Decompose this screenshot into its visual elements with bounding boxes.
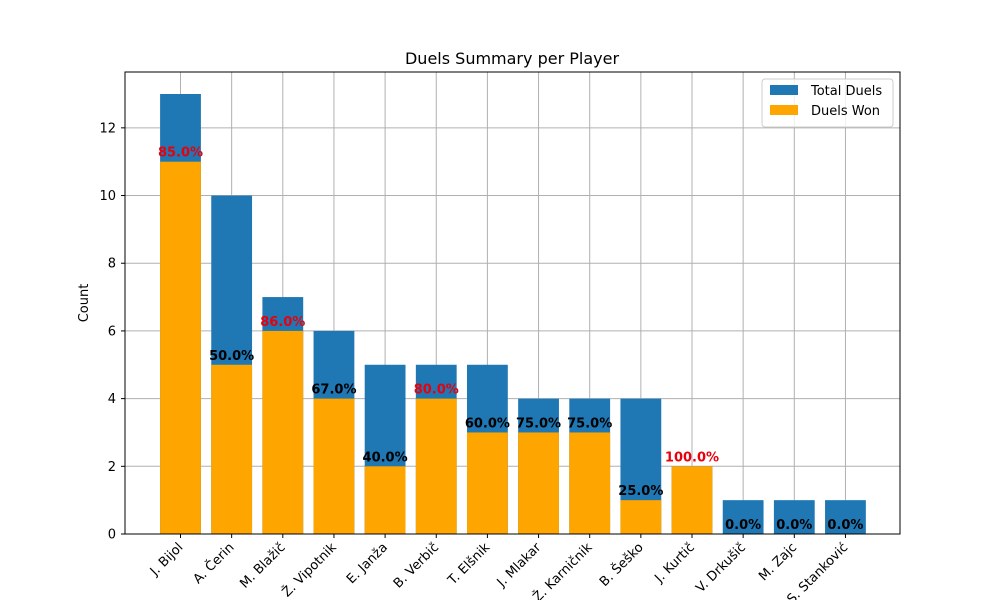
x-tick-label: J. Mlakar xyxy=(494,540,545,591)
legend-label-total: Total Duels xyxy=(810,84,882,99)
y-tick-label: 10 xyxy=(99,189,116,204)
chart-title: Duels Summary per Player xyxy=(405,49,619,68)
data-label: 0.0% xyxy=(827,518,863,533)
legend-swatch-total xyxy=(770,85,798,95)
data-label: 67.0% xyxy=(311,383,356,398)
data-label: 60.0% xyxy=(465,416,510,431)
y-tick-label: 2 xyxy=(108,460,116,475)
y-tick-label: 6 xyxy=(108,324,116,339)
data-label: 80.0% xyxy=(414,383,459,398)
bar-duels-won xyxy=(364,466,406,534)
bars-duels-won xyxy=(160,161,713,534)
y-axis: 0 2 4 6 8 10 12 xyxy=(99,121,125,543)
data-label: 0.0% xyxy=(776,518,812,533)
y-tick-label: 0 xyxy=(108,528,116,543)
x-tick-label: E. Janža xyxy=(344,540,391,587)
bar-duels-won xyxy=(569,432,611,534)
x-tick-label: J. Kurtič xyxy=(652,540,698,586)
data-label: 75.0% xyxy=(516,416,561,431)
y-tick-label: 12 xyxy=(99,121,116,136)
y-tick-label: 4 xyxy=(108,392,116,407)
bar-duels-won xyxy=(467,432,508,534)
bar-duels-won xyxy=(313,398,355,534)
y-axis-label: Count xyxy=(77,284,92,323)
data-label: 100.0% xyxy=(665,450,719,465)
x-tick-label: Ž. Vipotnik xyxy=(279,539,340,600)
x-tick-label: V. Drkušič xyxy=(693,540,749,596)
x-tick-label: B. Šeško xyxy=(596,539,646,589)
data-label: 50.0% xyxy=(209,349,254,364)
data-label: 86.0% xyxy=(260,315,305,330)
x-tick-label: M. Blažič xyxy=(237,540,288,591)
bar-duels-won xyxy=(620,500,662,534)
data-label: 0.0% xyxy=(725,518,761,533)
legend: Total Duels Duels Won xyxy=(761,78,894,128)
data-label: 25.0% xyxy=(618,484,663,499)
x-tick-label: T. Elšnik xyxy=(445,540,494,589)
data-label: 40.0% xyxy=(363,450,408,465)
bar-duels-won xyxy=(160,161,201,534)
bar-duels-won xyxy=(518,432,559,534)
bar-duels-won xyxy=(211,364,253,534)
x-tick-label: A. Čerin xyxy=(190,540,238,588)
bar-duels-won xyxy=(671,466,713,534)
data-labels: 85.0% 50.0% 86.0% 67.0% 40.0% 80.0% 60.0% 75.0%… xyxy=(158,146,864,533)
x-tick-label: M. Zajc xyxy=(756,540,800,584)
x-tick-label: J. Bijol xyxy=(147,540,186,579)
legend-swatch-won xyxy=(770,105,798,115)
legend-label-won: Duels Won xyxy=(811,104,880,119)
bar-duels-won xyxy=(262,330,304,534)
bar-total-duels xyxy=(825,500,866,534)
plot-frame xyxy=(124,71,901,535)
y-tick-label: 8 xyxy=(108,257,116,272)
bar-total-duels xyxy=(722,500,764,534)
data-label: 85.0% xyxy=(158,146,203,161)
x-tick-label: B. Verbič xyxy=(391,540,442,591)
bar-duels-won xyxy=(415,398,457,534)
bar-total-duels xyxy=(773,500,815,534)
data-label: 75.0% xyxy=(567,416,612,431)
